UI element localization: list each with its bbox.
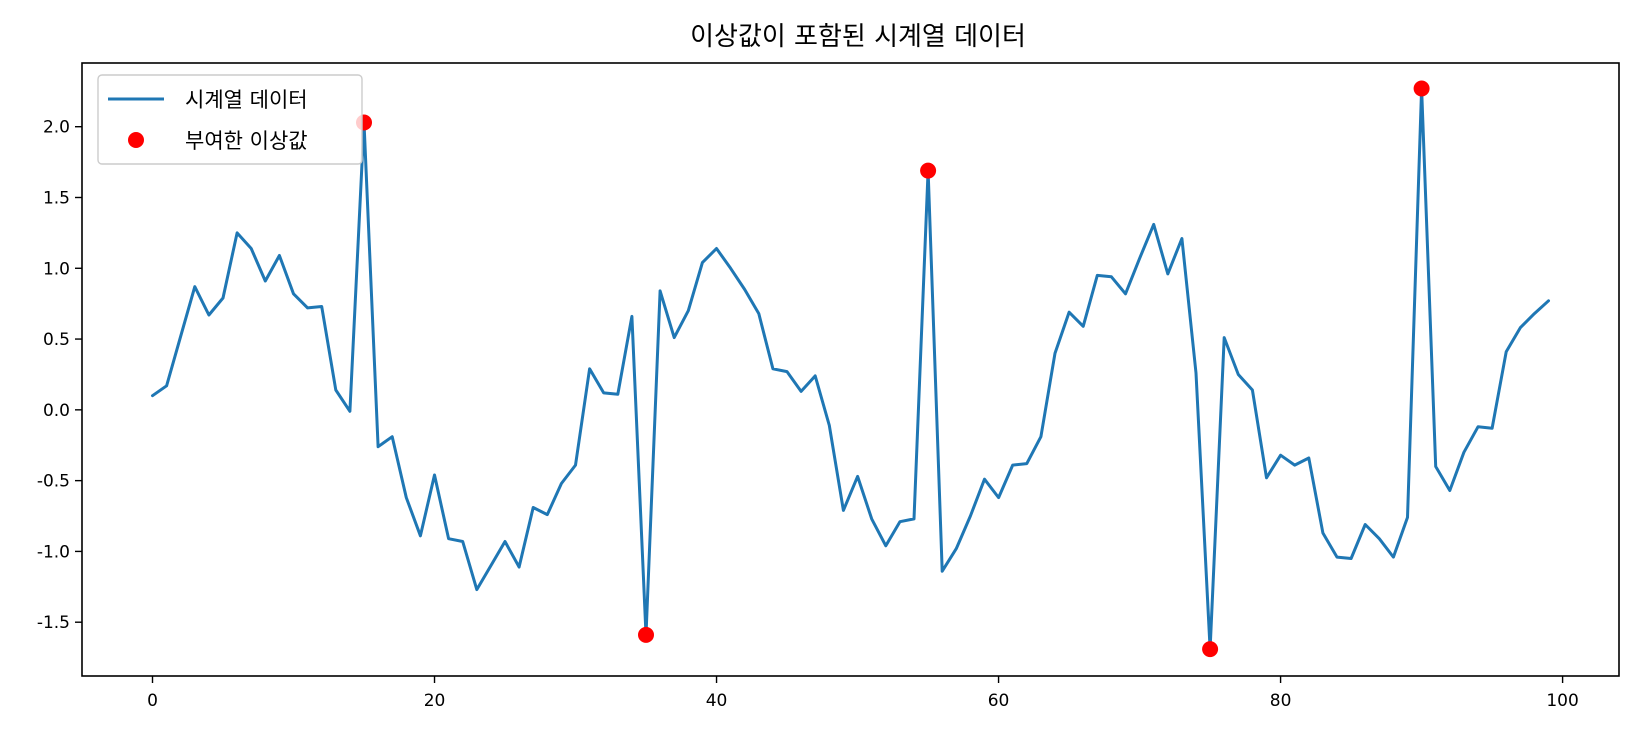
y-tick-label: -1.0 [37,542,70,562]
y-tick-label: 1.5 [43,188,70,208]
axis-ticks: 0 20 40 60 80 100 -1.5 -1.0 -0.5 0.0 0.5 1.0 1.5 2.0 [37,118,1579,711]
outlier-point-1 [638,626,654,643]
y-tick-label: -0.5 [37,472,70,492]
outlier-point-2 [920,162,937,179]
series-line-0 [151,87,1550,651]
plot-frame [81,62,1620,677]
x-tick-label: 100 [1546,691,1578,711]
x-tick-label: 80 [1270,691,1292,711]
x-tick-label: 0 [147,691,158,711]
legend-box [97,74,363,165]
series-lines [151,87,1550,651]
legend-label-outliers: 부여한 이상값 [185,129,308,153]
legend-marker-swatch [128,132,144,148]
y-tick-label: 0.0 [43,401,70,421]
y-tick-label: 2.0 [43,118,70,138]
outlier-point-3 [1202,641,1219,658]
y-tick-label: 0.5 [43,330,70,350]
legend: 시계열 데이터 부여한 이상값 [97,74,363,165]
chart-title: 이상값이 포함된 시계열 데이터 [690,22,1026,52]
y-tick-label: 1.0 [43,259,70,279]
y-tick-label: -1.5 [37,613,70,633]
legend-label-series: 시계열 데이터 [185,88,308,112]
x-tick-label: 40 [706,691,728,711]
x-tick-label: 60 [988,691,1010,711]
x-tick-label: 20 [424,691,446,711]
outlier-point-4 [1413,80,1430,97]
